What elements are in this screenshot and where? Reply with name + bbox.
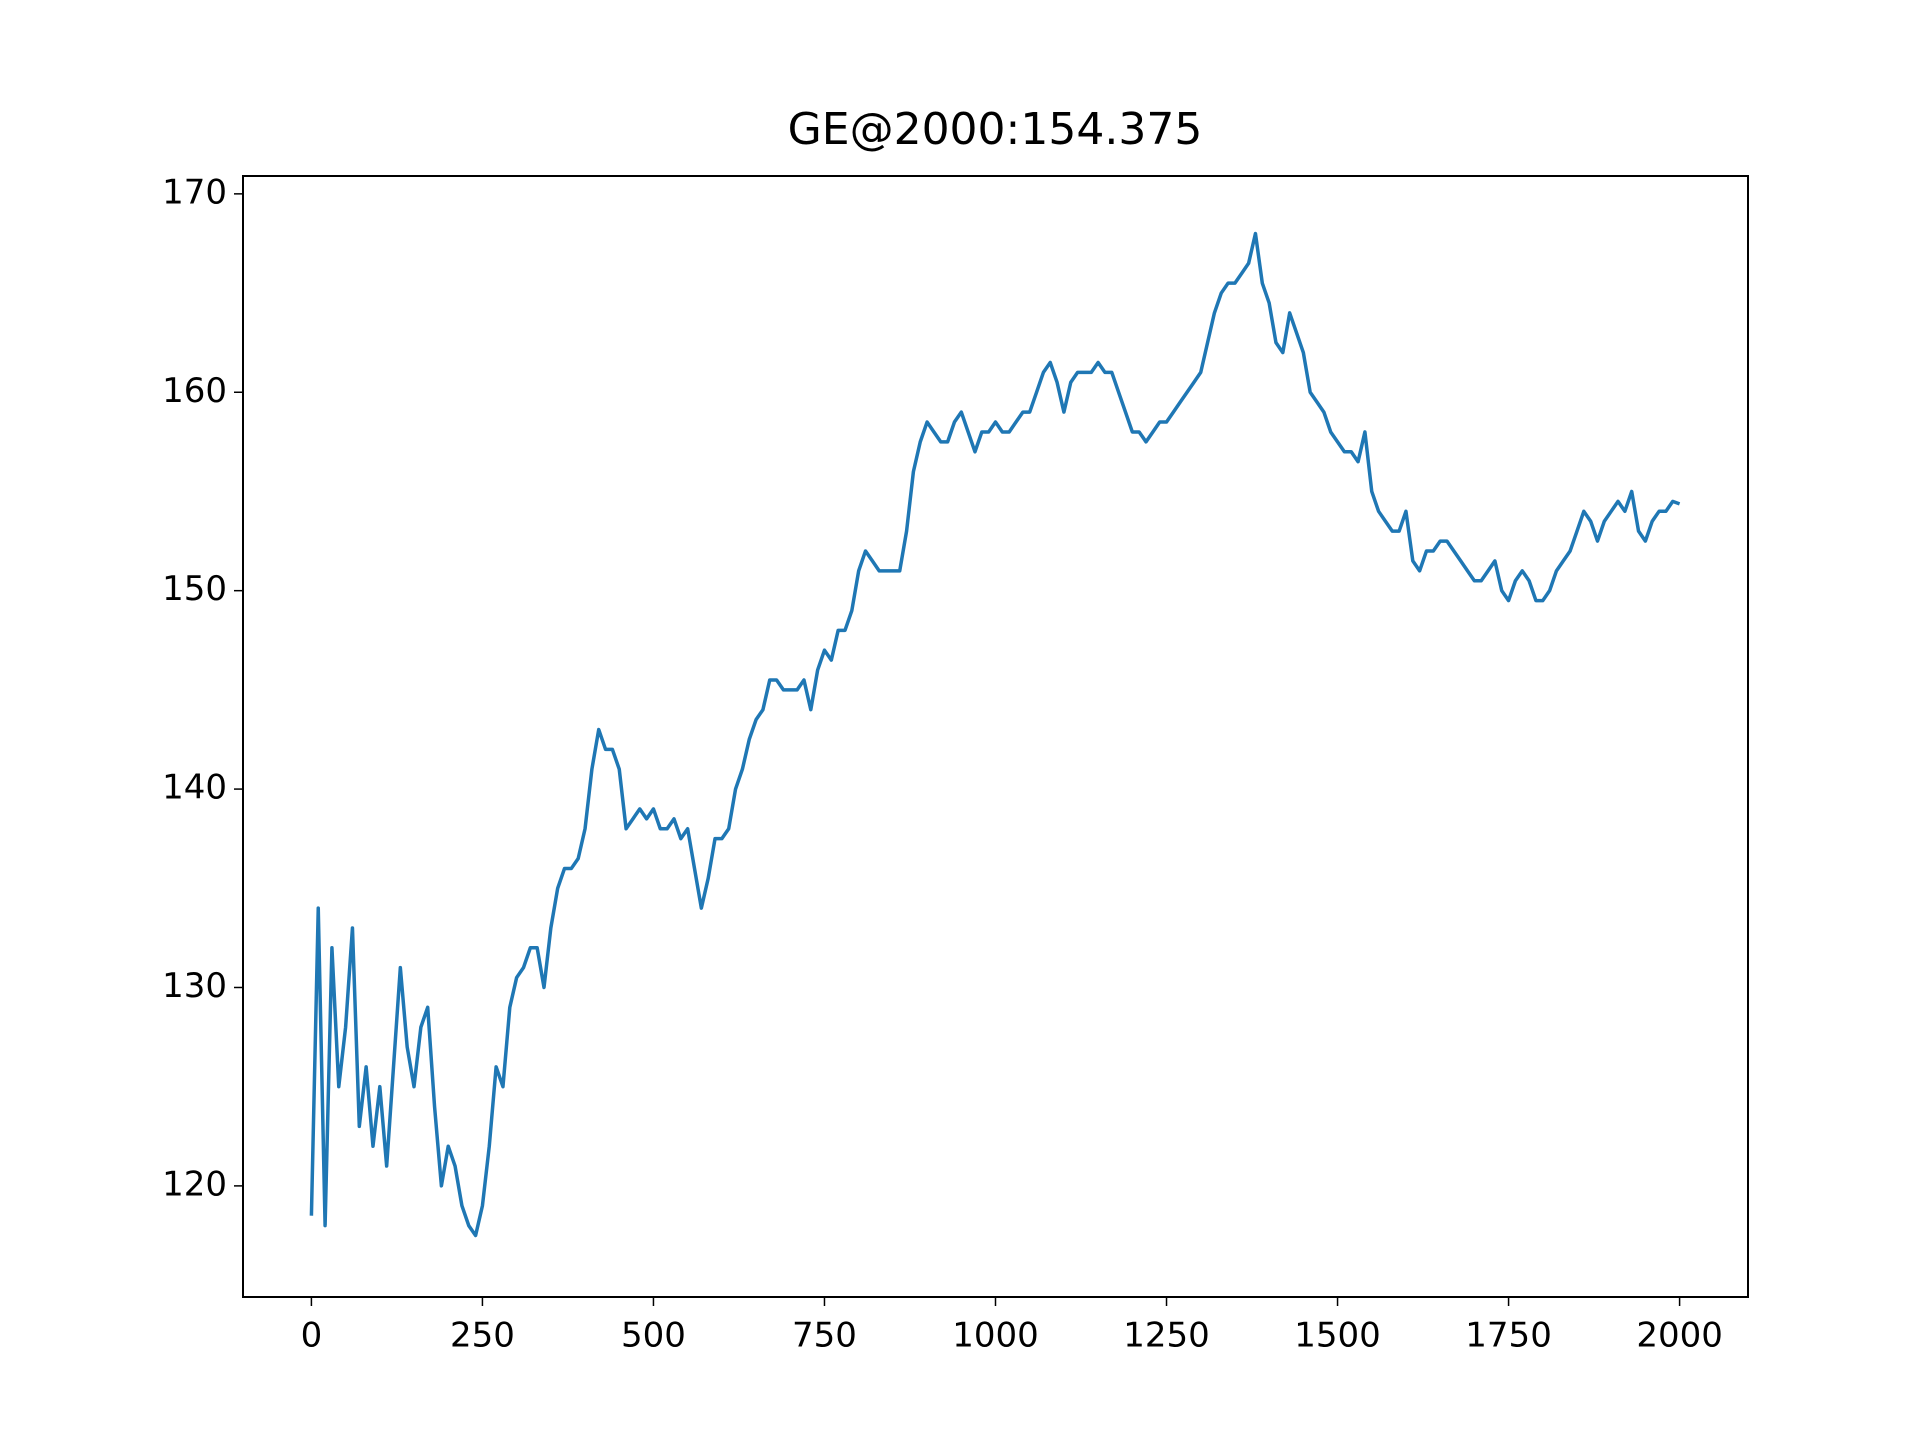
x-tick-label: 250 [450,1316,515,1356]
x-tick-label: 0 [301,1316,323,1356]
x-tick-label: 1000 [952,1316,1039,1356]
line-series [309,231,1681,1238]
y-tick-label: 160 [162,371,227,411]
x-tick-label: 1500 [1294,1316,1381,1356]
y-tick-label: 130 [162,966,227,1006]
x-tick-label: 1750 [1465,1316,1552,1356]
x-tick-label: 2000 [1636,1316,1723,1356]
x-tick-label: 500 [621,1316,686,1356]
y-tick-label: 120 [162,1164,227,1204]
x-tick-label: 750 [792,1316,857,1356]
y-tick-label: 140 [162,768,227,808]
y-tick-label: 150 [162,569,227,609]
y-tick-label: 170 [162,172,227,212]
plot-frame [242,175,1749,1298]
x-tick-label: 1250 [1123,1316,1210,1356]
chart-title: GE@2000:154.375 [788,104,1203,155]
